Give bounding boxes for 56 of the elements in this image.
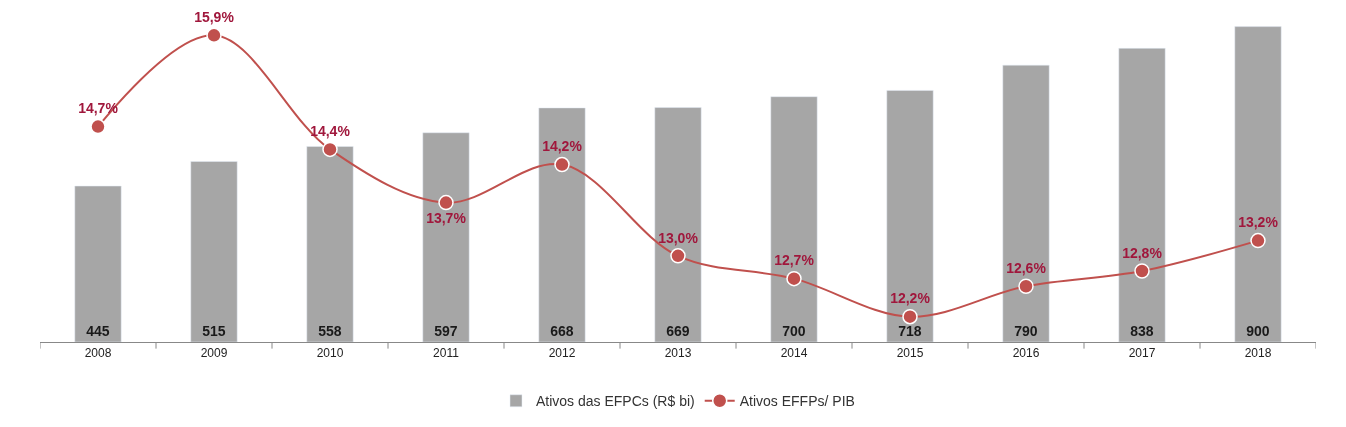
data-label: 597: [434, 323, 458, 339]
bar: [1002, 64, 1050, 342]
data-label: 558: [318, 323, 342, 339]
data-label: 14,4%: [310, 123, 351, 140]
data-label: 900: [1246, 323, 1270, 339]
x-tick-label: 2017: [1128, 346, 1156, 361]
data-label: 12,2%: [890, 290, 931, 307]
x-tick-label: 2014: [780, 346, 808, 361]
point: [786, 270, 802, 287]
bar: [1118, 48, 1166, 342]
legend-label: Ativos EFFPs/ PIB: [739, 393, 855, 410]
point: [902, 308, 918, 325]
legend-label: Ativos das EFPCs (R$ bi): [536, 393, 695, 410]
data-label: 838: [1130, 323, 1154, 339]
data-label: 14,2%: [542, 138, 583, 155]
data-label: 515: [202, 323, 226, 339]
point: [1018, 278, 1034, 294]
x-tick-label: 2015: [896, 346, 924, 361]
point: [90, 118, 106, 135]
x-tick-label: 2012: [548, 346, 576, 361]
bar: [190, 161, 238, 342]
x-tick-label: 2018: [1244, 346, 1272, 361]
point: [322, 141, 338, 158]
bar: [74, 185, 122, 342]
bar: [306, 146, 354, 342]
point: [554, 156, 570, 173]
bar: [654, 107, 702, 342]
data-label: 445: [86, 323, 110, 339]
x-tick-label: 2010: [316, 346, 344, 361]
data-label: 718: [898, 323, 922, 339]
bar: [538, 107, 586, 342]
data-label: 13,2%: [1238, 214, 1279, 231]
x-tick-label: 2011: [433, 346, 460, 361]
point: [438, 194, 454, 211]
data-label: 13,0%: [658, 229, 699, 246]
data-label: 12,8%: [1122, 244, 1163, 261]
data-label: 12,7%: [774, 252, 815, 269]
point: [670, 248, 686, 264]
x-tick-label: 2016: [1012, 346, 1040, 361]
data-label: 790: [1014, 323, 1038, 339]
data-label: 669: [666, 323, 690, 339]
point: [206, 27, 222, 44]
bar: [886, 90, 934, 342]
x-tick-label: 2009: [200, 346, 228, 361]
bar: [422, 132, 470, 342]
x-tick-label: 2013: [664, 346, 692, 361]
x-tick-label: 2008: [84, 346, 112, 361]
point: [1134, 263, 1150, 279]
bar: [770, 96, 818, 342]
bar: [1234, 26, 1282, 342]
data-label: 700: [782, 323, 806, 339]
data-label: 668: [550, 323, 574, 339]
data-label: 12,6%: [1006, 259, 1047, 276]
data-label: 13,7%: [426, 209, 467, 226]
data-label: 15,9%: [194, 9, 235, 26]
point: [1250, 232, 1266, 249]
